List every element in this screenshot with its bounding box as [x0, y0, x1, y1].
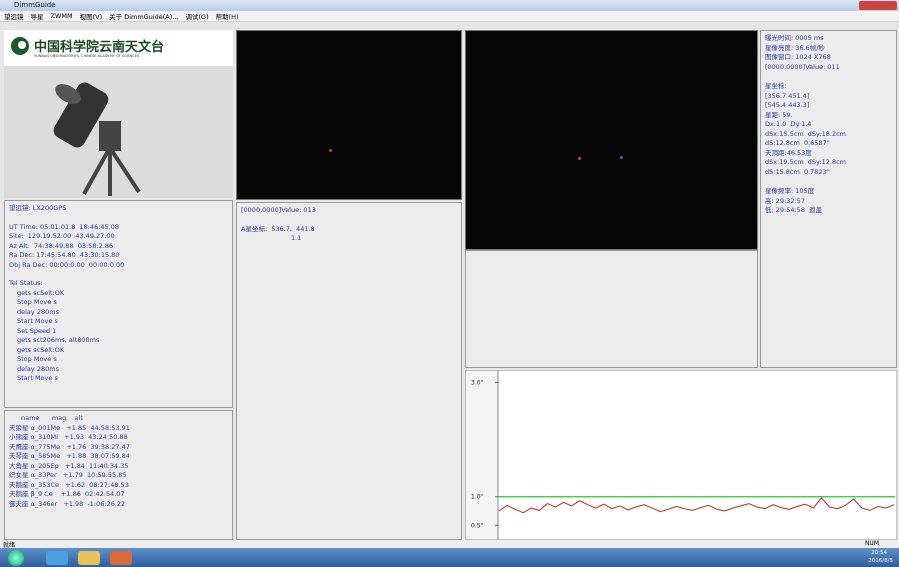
guide-image	[236, 30, 462, 200]
window-controls[interactable]	[859, 1, 897, 10]
taskbar-app[interactable]	[110, 551, 132, 565]
status-line: Stop Move s	[9, 355, 228, 365]
image-blank	[465, 250, 758, 368]
telescope-drawing	[4, 66, 233, 198]
clock-date: 2016/8/5	[868, 558, 893, 564]
y-tick-label: 0.5"	[471, 522, 484, 529]
coord-line: Az Alt: 74:38:49.88 03:58:2.86	[9, 242, 228, 252]
info-line: [356.7 451.4]	[765, 92, 892, 102]
guide-line: A星坐标: 536.7, 441.8	[241, 225, 457, 235]
star-row: 天琴座 α_585Me +1.88 38:07:59.84	[9, 452, 228, 462]
info-line: dSx:15.5cm dSy:18.2cm	[765, 130, 892, 140]
star-row: 天鹅座 α_353Ce +1.62 08:27:48.53	[9, 481, 228, 491]
y-tick-label: 1.0"	[471, 494, 484, 501]
star-row: 御夫座 α_346er +1.98 -1:06:26.22	[9, 500, 228, 510]
info-line: 天顶距:46.53度	[765, 149, 892, 159]
app-window: DimmGuide 望远镜导星 ZWMM 视图(V) 关于 DimmGuide(A).…	[0, 0, 899, 567]
info-line: 星距: 59.	[765, 111, 892, 121]
telescope-panel: 望远镜: LX200GPS UT Time: 05:01:01.8 18:46:4…	[4, 200, 233, 408]
info-line: dSx:19.5cm dSy:12.8cm	[765, 158, 892, 168]
status-bar: 就绪 NUM	[0, 540, 899, 548]
coord-line: Site: 129.19.52.00 43.49.27.00	[9, 232, 228, 242]
star-row: 天鹅座 β_9 Ce +1.86 02:42:54.07	[9, 490, 228, 500]
status-line: Set Speed 1	[9, 327, 228, 337]
menu-item[interactable]: 调试(G)	[186, 11, 209, 21]
coord-line: Obj Ra Dec: 00:00:0.00 00:00:0.00	[9, 261, 228, 271]
logo-area: 中国科学院云南天文台 YUNNAN OBSERVATORIES, CHINESE…	[4, 30, 233, 66]
menu-bar: 望远镜导星 ZWMM 视图(V) 关于 DimmGuide(A)... 调试(G) 帮助(…	[0, 11, 899, 22]
star-spot	[329, 149, 332, 152]
logo-subtitle: YUNNAN OBSERVATORIES, CHINESE ACADEMY OF…	[34, 54, 139, 58]
status-line: Start Move s	[9, 317, 228, 327]
info-line: 星像频率: 105度	[765, 187, 892, 197]
status-line: Stop Move s	[9, 298, 228, 308]
guide-line: 1.1	[241, 234, 457, 244]
info-line: 星坐标:	[765, 82, 892, 92]
window-title: DimmGuide	[14, 1, 56, 9]
menu-item[interactable]: 关于 DimmGuide(A)...	[109, 11, 178, 21]
menu-item[interactable]: 视图(V)	[80, 11, 103, 21]
telescope-image	[4, 66, 233, 198]
info-line: dS:15.8cm 0.7823"	[765, 168, 892, 178]
status-num: NUM	[865, 540, 879, 547]
dimm-image	[465, 30, 758, 250]
start-button[interactable]	[8, 550, 24, 566]
title-bar: DimmGuide	[0, 0, 899, 11]
coord-line: Ra Dec: 17:45:54.80 43:30:15.80	[9, 251, 228, 261]
coord-line: UT Time: 05:01:01.8 18:46:45.08	[9, 223, 228, 233]
telescope-name: 望远镜: LX200GPS	[9, 204, 228, 214]
info-line: 星像亮度: 36.6帧/秒	[765, 44, 892, 54]
status-line: gets sct206ms, alt800ms	[9, 336, 228, 346]
info-line: dS:12.8cm 0.6587"	[765, 139, 892, 149]
status-line: Start Move s	[9, 374, 228, 384]
clock-time: 20:54	[871, 550, 887, 556]
star-row: 大角星 α_205Ep +1.84 11:40:34.35	[9, 462, 228, 472]
taskbar-explorer[interactable]	[78, 551, 100, 565]
taskbar-ie[interactable]	[46, 551, 68, 565]
info-line: [0000,0000]Value: 011	[765, 63, 892, 73]
info-line: [545.4 443.3]	[765, 101, 892, 111]
menu-item[interactable]: 望远镜	[4, 11, 24, 21]
logo-icon	[10, 36, 30, 56]
star-row: 织女星 α_33Per +1.79 10:59:55.85	[9, 471, 228, 481]
info-line: 低: 29:54:58 遮盖	[765, 206, 892, 216]
logo-text: 中国科学院云南天文台	[34, 36, 164, 55]
star-row: 天鹰座 α_775Me +1.76 39:38:27.47	[9, 443, 228, 453]
table-header: name mag alt	[9, 414, 228, 424]
menu-item[interactable]: 导星	[31, 11, 44, 21]
status-line: delay 280ms	[9, 308, 228, 318]
star-row: 天狼星 α_001Me +1.85 44:58:53.91	[9, 424, 228, 434]
info-line: Dx:1.0 Dy:1.4	[765, 120, 892, 130]
status-title: Tel Status:	[9, 279, 228, 289]
info-line: 高: 29:32:57	[765, 197, 892, 207]
y-tick-label: 3.0"	[471, 379, 484, 386]
menu-item[interactable]: ZWMM	[51, 12, 73, 20]
star-spot	[620, 156, 623, 159]
status-line: gets scSelt:OK	[9, 289, 228, 299]
seeing-chart: 3.0" 1.0" 0.5"	[465, 370, 897, 540]
star-row: 小熊座 α_310Mi +1.93 43:24:50.88	[9, 433, 228, 443]
guide-line: [0000,0000]Value: 013	[241, 206, 457, 216]
taskbar: 20:54 2016/8/5	[0, 548, 899, 567]
menu-item[interactable]: 帮助(H)	[216, 11, 239, 21]
status-line: delay 280ms	[9, 365, 228, 375]
status-line: gets scSelt:OK	[9, 346, 228, 356]
info-line: 曝光时间: 0005 ms	[765, 34, 892, 44]
info-line: 图像窗口: 1024 X768	[765, 53, 892, 63]
star-spot	[578, 157, 581, 160]
